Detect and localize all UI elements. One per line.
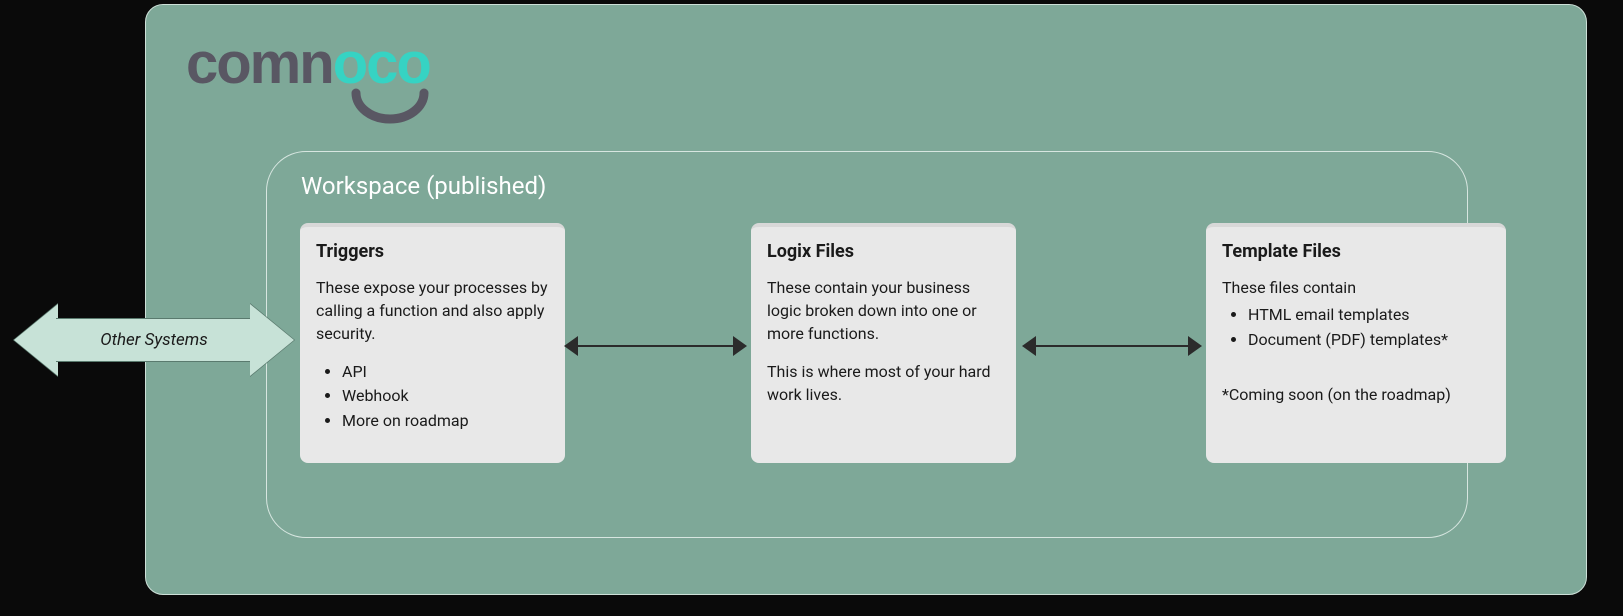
- card-templates-title: Template Files: [1222, 241, 1490, 262]
- list-item: Document (PDF) templates*: [1248, 328, 1490, 353]
- card-triggers-list: API Webhook More on roadmap: [316, 360, 549, 434]
- card-templates-footnote: *Coming soon (on the roadmap): [1222, 383, 1490, 406]
- list-item: HTML email templates: [1248, 303, 1490, 328]
- card-logix-desc1: These contain your business logic broken…: [767, 276, 1000, 346]
- card-templates-list: HTML email templates Document (PDF) temp…: [1222, 303, 1490, 353]
- card-logix: Logix Files These contain your business …: [751, 223, 1016, 463]
- card-triggers-title: Triggers: [316, 241, 549, 262]
- list-item: API: [342, 360, 549, 385]
- main-panel: comnoco Workspace (published) Triggers T…: [145, 4, 1587, 595]
- other-systems-label: Other Systems: [100, 330, 208, 350]
- arrow-triggers-logix: [564, 336, 747, 356]
- list-item: More on roadmap: [342, 409, 549, 434]
- arrow-logix-templates: [1022, 336, 1202, 356]
- card-logix-desc2: This is where most of your hard work liv…: [767, 360, 1000, 406]
- workspace-container: Workspace (published) Triggers These exp…: [266, 151, 1468, 538]
- card-logix-title: Logix Files: [767, 241, 1000, 262]
- card-templates: Template Files These files contain HTML …: [1206, 223, 1506, 463]
- logo: comnoco: [186, 35, 486, 129]
- other-systems-shape: Other Systems: [14, 304, 294, 376]
- card-templates-desc: These files contain: [1222, 276, 1490, 299]
- card-triggers-desc: These expose your processes by calling a…: [316, 276, 549, 346]
- svg-text:comnoco: comnoco: [186, 35, 430, 96]
- list-item: Webhook: [342, 384, 549, 409]
- card-triggers: Triggers These expose your processes by …: [300, 223, 565, 463]
- workspace-title: Workspace (published): [301, 172, 546, 200]
